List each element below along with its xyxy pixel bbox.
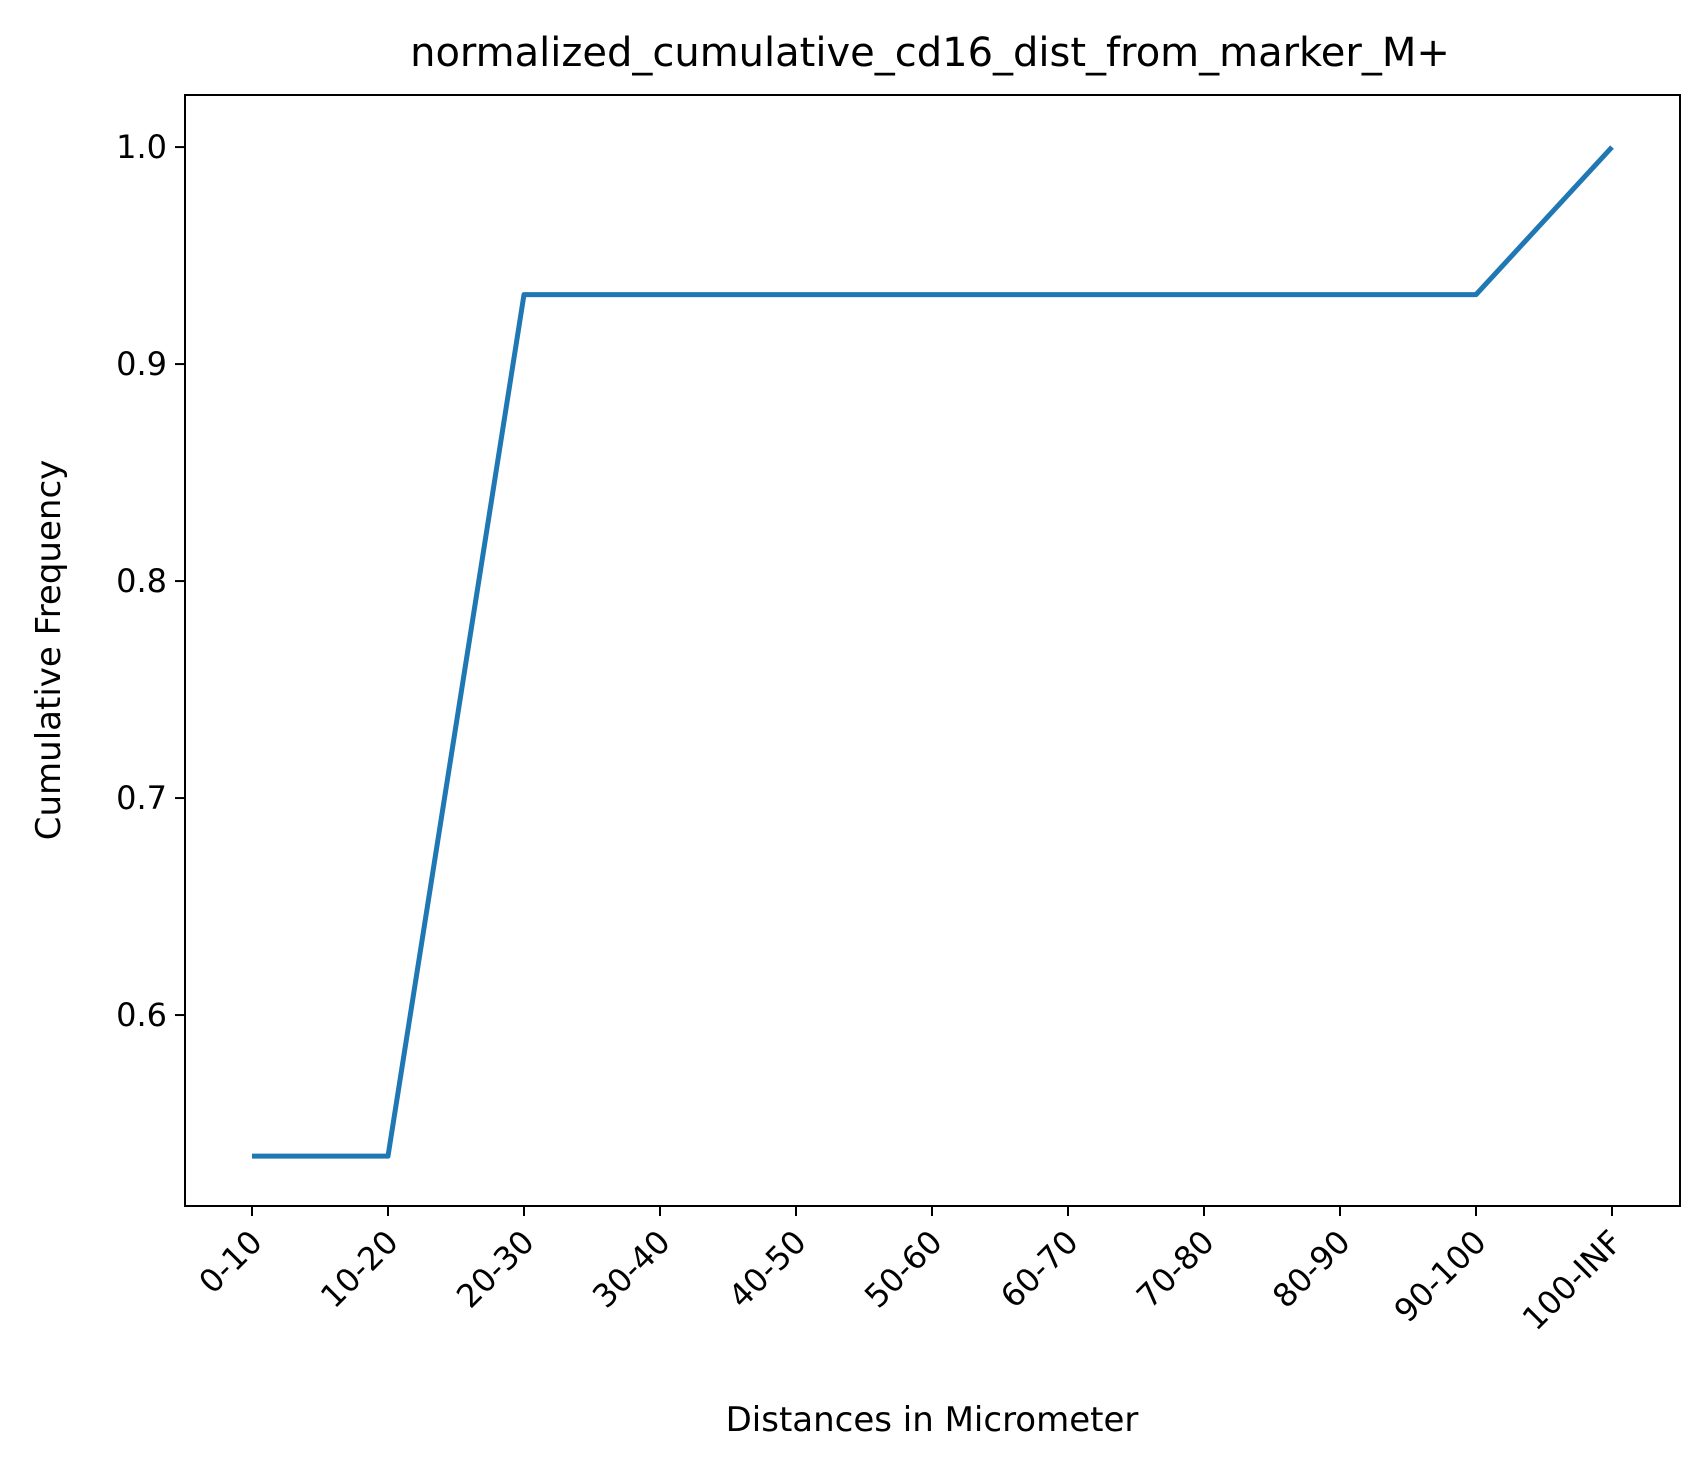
- x-axis-ticks: 0-10 10-20 20-30 30-40 40-50 50-60 60-70 70-80 8…: [191, 1206, 1630, 1338]
- x-tick-label: 80-90: [1265, 1223, 1358, 1316]
- x-tick-label: 50-60: [857, 1223, 950, 1316]
- y-tick-label: 1.0: [116, 128, 167, 166]
- x-tick-label: 40-50: [721, 1223, 814, 1316]
- x-tick-label: 60-70: [993, 1223, 1086, 1316]
- x-tick-label: 30-40: [585, 1223, 678, 1316]
- plot-area: 0.6 0.7 0.8 0.9 1.0 0-10 10-20 20-30 30-40 40-50…: [116, 94, 1681, 1338]
- x-axis-label: Distances in Micrometer: [726, 1400, 1139, 1440]
- x-tick-label: 20-30: [449, 1223, 542, 1316]
- x-tick-label: 90-100: [1387, 1223, 1494, 1330]
- series-line: [252, 145, 1614, 1159]
- y-tick-label: 0.8: [116, 562, 167, 600]
- y-tick-label: 0.9: [116, 345, 167, 383]
- y-axis-label: Cumulative Frequency: [29, 460, 69, 841]
- y-tick-label: 0.6: [116, 996, 167, 1034]
- x-tick-label: 70-80: [1129, 1223, 1222, 1316]
- y-axis-ticks: 0.6 0.7 0.8 0.9 1.0: [116, 128, 185, 1034]
- x-tick-label: 100-INF: [1515, 1223, 1630, 1338]
- chart-title: normalized_cumulative_cd16_dist_from_mar…: [410, 30, 1450, 76]
- x-tick-label: 10-20: [313, 1223, 406, 1316]
- x-tick-label: 0-10: [191, 1223, 269, 1301]
- y-tick-label: 0.7: [116, 779, 167, 817]
- plot-frame: [184, 94, 1681, 1207]
